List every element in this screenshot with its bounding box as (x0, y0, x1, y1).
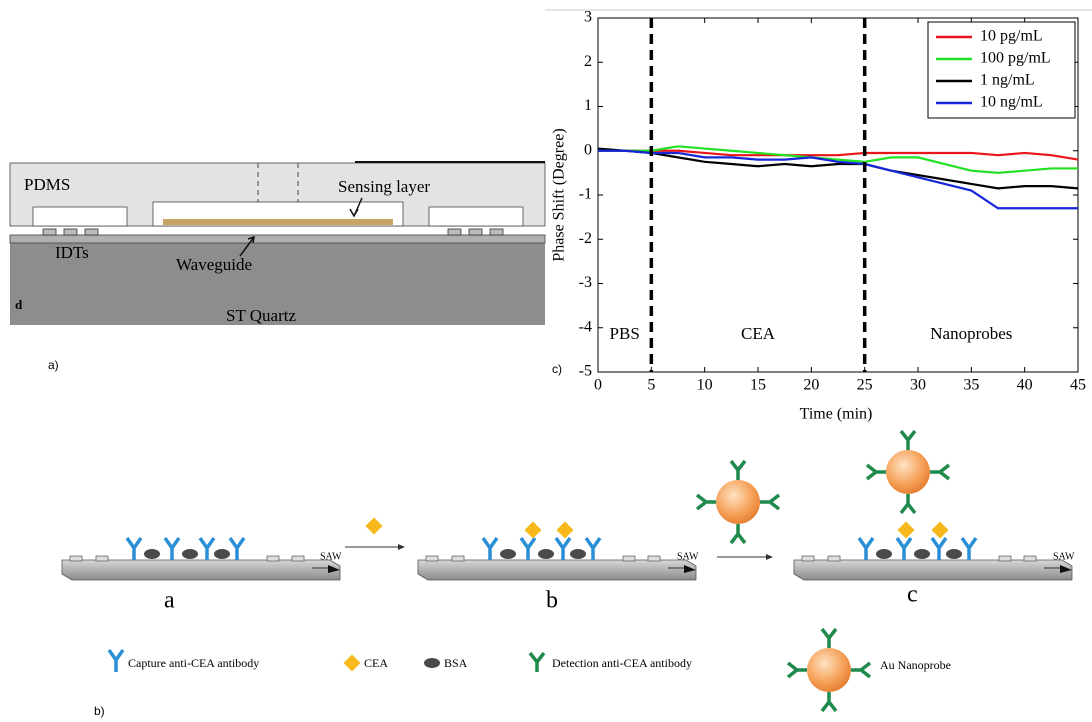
legend-label: 100 pg/mL (980, 50, 1051, 67)
legend-label: 1 ng/mL (980, 72, 1035, 89)
legend-text: BSA (444, 656, 468, 670)
y-tick-label: 2 (584, 53, 592, 70)
x-tick-label: 25 (857, 377, 873, 394)
region-label: CEA (741, 324, 776, 343)
legend-label: 10 ng/mL (980, 94, 1043, 111)
region-label: Nanoprobes (930, 324, 1012, 343)
figure: PDMS Sensing layer IDTs Waveguide d ST Q… (0, 0, 1092, 722)
legend-text: CEA (364, 656, 388, 670)
chart: c) Time (min) Phase Shift (Degree) -5 -4 -… (545, 9, 1092, 423)
x-tick-label: 20 (803, 377, 819, 394)
caption: c) (552, 362, 562, 376)
y-tick-label: -5 (579, 363, 592, 380)
legend-label: 10 pg/mL (980, 28, 1043, 45)
y-axis-label: Phase Shift (Degree) (551, 128, 568, 261)
label: Sensing layer (338, 177, 430, 196)
label: Waveguide (176, 255, 252, 274)
y-tick-label: -3 (579, 274, 592, 291)
legend-text: Au Nanoprobe (880, 658, 951, 672)
label: d (15, 297, 23, 312)
y-tick-label: -1 (579, 186, 592, 203)
saw-label: SAW (320, 551, 342, 562)
x-tick-label: 0 (594, 377, 602, 394)
x-tick-label: 35 (963, 377, 979, 394)
y-tick-label: 3 (584, 9, 592, 26)
y-tick-label: -4 (579, 318, 592, 335)
x-tick-label: 30 (910, 377, 926, 394)
x-tick-label: 10 (697, 377, 713, 394)
caption: a) (48, 358, 59, 372)
x-axis-label: Time (min) (800, 406, 873, 423)
x-tick-label: 40 (1017, 377, 1033, 394)
caption: b) (94, 704, 105, 718)
stage-label: c (907, 582, 918, 608)
label: ST Quartz (226, 306, 296, 325)
label: PDMS (24, 175, 70, 194)
y-tick-label: 1 (584, 97, 592, 114)
saw-label: SAW (1053, 551, 1075, 562)
label: IDTs (55, 243, 89, 262)
y-tick-label: -2 (579, 230, 592, 247)
panel-a: PDMS Sensing layer IDTs Waveguide d ST Q… (10, 162, 545, 372)
legend-text: Capture anti-CEA antibody (128, 656, 259, 670)
x-tick-label: 5 (647, 377, 655, 394)
x-tick-label: 45 (1070, 377, 1086, 394)
y-tick-label: 0 (584, 141, 592, 158)
stage-label: a (164, 588, 175, 614)
x-tick-label: 15 (750, 377, 766, 394)
region-label: PBS (610, 324, 640, 343)
saw-label: SAW (677, 551, 699, 562)
legend-text: Detection anti-CEA antibody (552, 656, 692, 670)
panel-b: a b c SAW SAW SAW Capture anti-CEA antib… (62, 431, 1075, 718)
stage-label: b (546, 588, 558, 614)
